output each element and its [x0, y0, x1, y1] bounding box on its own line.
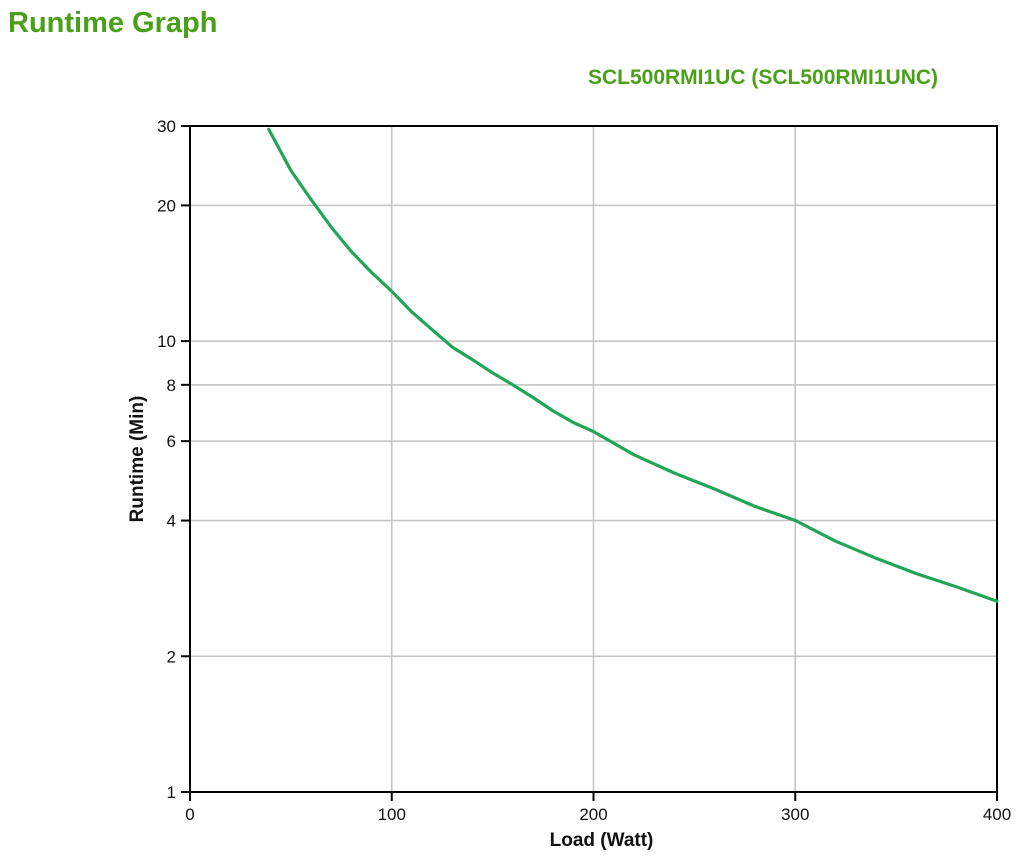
y-tick-label: 1 [167, 783, 176, 802]
x-tick-label: 0 [185, 805, 194, 824]
y-tick-label: 4 [167, 512, 176, 531]
x-tick-label: 200 [579, 805, 607, 824]
page-title: Runtime Graph [8, 7, 218, 39]
y-tick-label: 30 [157, 117, 176, 136]
model-subtitle: SCL500RMI1UC (SCL500RMI1UNC) [587, 66, 939, 89]
y-tick-label: 6 [167, 432, 176, 451]
x-axis-title: Load (Watt) [550, 830, 654, 851]
y-tick-label: 8 [167, 376, 176, 395]
x-tick-label: 100 [378, 805, 406, 824]
x-tick-label: 400 [983, 805, 1011, 824]
x-tick-label: 300 [781, 805, 809, 824]
y-tick-label: 10 [157, 332, 176, 351]
y-tick-label: 20 [157, 196, 176, 215]
y-tick-label: 2 [167, 647, 176, 666]
y-axis-title: Runtime (Min) [127, 396, 148, 523]
runtime-curve [267, 127, 999, 603]
